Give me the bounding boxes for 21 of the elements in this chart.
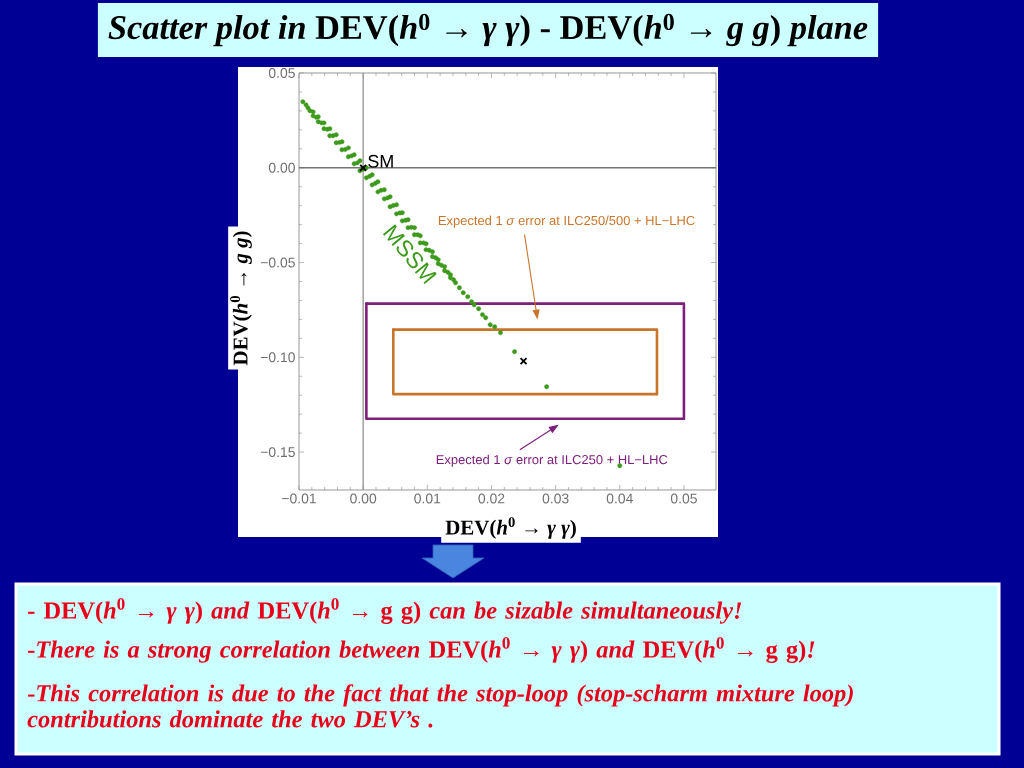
- x-tick-label: 0.03: [542, 493, 569, 504]
- y-axis-title: DEV(h$^{0}$ → g g): [230, 231, 252, 366]
- text: Expected 1 σ error at ILC250 + HL−LHC: [436, 454, 668, 467]
- text: -There is a strong correlation between DEV(h$^{0}$ → γ γ) and DEV(h$^{0}$ → g g)!: [28, 637, 815, 663]
- x-tick-label: 0.05: [670, 493, 697, 504]
- y-tick-label: −0.10: [260, 352, 295, 363]
- x-tick-label: −0.01: [282, 493, 316, 504]
- y-tick-label: −0.15: [260, 447, 295, 458]
- x-tick-label: 0.01: [414, 493, 441, 504]
- text: - DEV(h$^{0}$ → γ γ) and DEV(h$^{0}$ → g g) can be sizable simultaneously!: [28, 598, 742, 624]
- chart-title: Scatter plot in DEV(h$^{0}$ → γ γ) - DEV(h$^{0}$ → g g) plane: [108, 13, 868, 47]
- y-tick-label: 0.05: [268, 68, 295, 78]
- x-tick-label: 0.00: [350, 493, 377, 504]
- y-tick-label: −0.05: [260, 257, 295, 268]
- y-tick-label: 0.00: [268, 162, 295, 173]
- x-axis-title: DEV(h$^{0}$ → γ γ): [445, 517, 576, 539]
- series-label: SM: [368, 154, 393, 168]
- text: Expected 1 σ error at ILC250/500 + HL−LHC: [438, 215, 695, 228]
- text: -This correlation is due to the fact that the stop-loop (stop-scharm mixture loop) contributions dominate the two DEV’s .: [27, 684, 853, 728]
- x-tick-label: 0.04: [606, 493, 633, 504]
- x-tick-label: 0.02: [478, 493, 505, 504]
